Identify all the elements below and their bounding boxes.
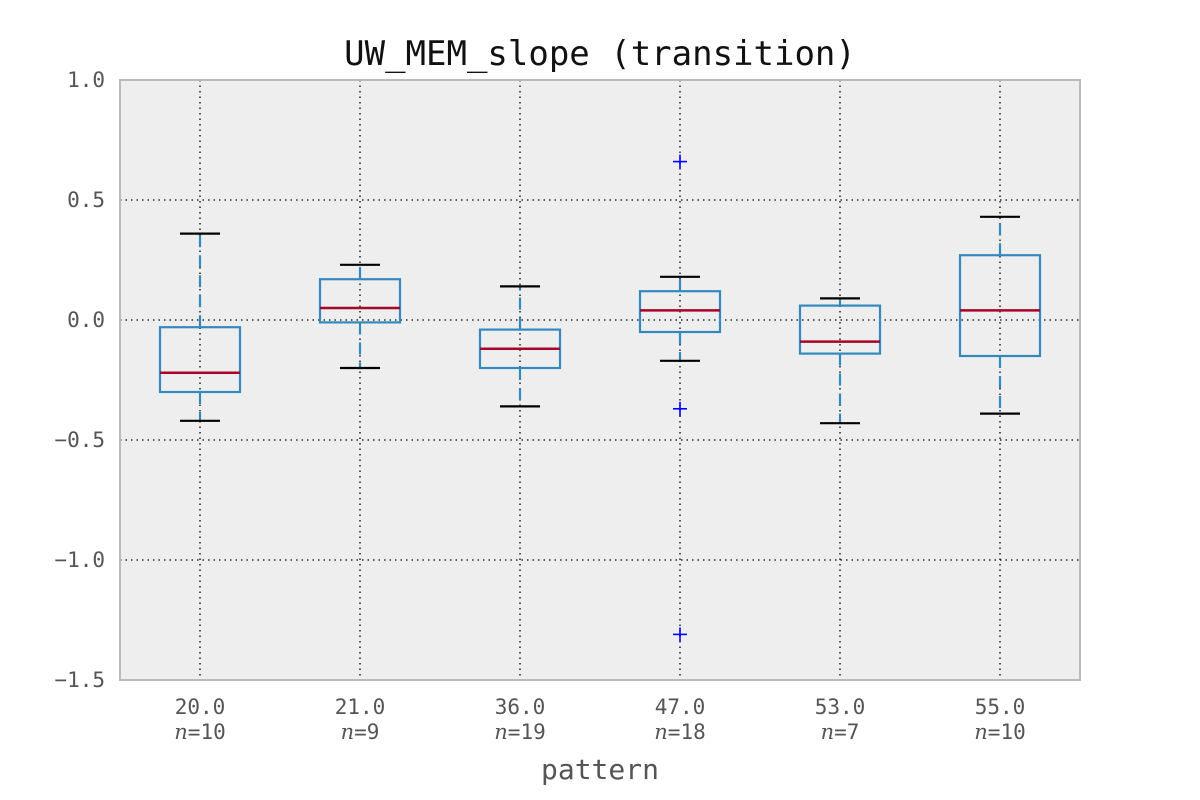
- count-prefix: n: [494, 720, 508, 744]
- plot-area: [120, 80, 1080, 680]
- x-axis: 20.0n=1021.0n=936.0n=1947.0n=1853.0n=755…: [174, 695, 1025, 744]
- box-53.0: [798, 297, 882, 425]
- flier-point: [673, 154, 687, 169]
- count-value: =10: [188, 720, 226, 744]
- x-tick-count: n=10: [174, 720, 225, 744]
- chart-title: UW_MEM_slope (transition): [344, 34, 856, 74]
- y-tick-label: −1.0: [54, 548, 105, 572]
- x-tick-label: 21.0: [335, 695, 386, 719]
- box-47.0: [638, 154, 722, 642]
- x-tick-count: n=19: [494, 720, 545, 744]
- iqr-box: [318, 278, 402, 324]
- x-tick-label: 47.0: [655, 695, 706, 719]
- y-tick-label: −0.5: [54, 428, 105, 452]
- box-series: [158, 154, 1042, 642]
- count-prefix: n: [974, 720, 988, 744]
- count-prefix: n: [341, 720, 355, 744]
- x-tick-label: 53.0: [815, 695, 866, 719]
- y-tick-label: −1.5: [54, 668, 105, 692]
- count-prefix: n: [654, 720, 668, 744]
- count-value: =10: [988, 720, 1026, 744]
- count-value: =19: [508, 720, 546, 744]
- grid-lines: [120, 80, 1080, 680]
- count-value: =18: [668, 720, 706, 744]
- count-value: =7: [834, 720, 859, 744]
- x-tick-label: 36.0: [495, 695, 546, 719]
- box-20.0: [158, 232, 242, 422]
- x-tick-count: n=9: [341, 720, 380, 744]
- x-tick-count: n=18: [654, 720, 705, 744]
- y-tick-label: 1.0: [67, 68, 105, 92]
- x-tick-count: n=10: [974, 720, 1025, 744]
- x-axis-label: pattern: [541, 753, 659, 786]
- box-55.0: [958, 215, 1042, 415]
- iqr-box: [798, 304, 882, 355]
- x-tick-label: 55.0: [975, 695, 1026, 719]
- x-tick-label: 20.0: [175, 695, 226, 719]
- box-21.0: [318, 263, 402, 370]
- box-36.0: [478, 285, 562, 408]
- plot-frame: [119, 79, 1081, 681]
- count-value: =9: [354, 720, 379, 744]
- y-axis: 1.0 0.5 0.0 −0.5 −1.0 −1.5: [54, 68, 105, 692]
- count-prefix: n: [174, 720, 188, 744]
- iqr-box: [158, 326, 242, 394]
- flier-point: [673, 627, 687, 642]
- y-tick-label: 0.0: [67, 308, 105, 332]
- x-tick-count: n=7: [821, 720, 860, 744]
- y-tick-label: 0.5: [67, 188, 105, 212]
- flier-point: [673, 401, 687, 416]
- iqr-box: [958, 254, 1042, 358]
- count-prefix: n: [821, 720, 835, 744]
